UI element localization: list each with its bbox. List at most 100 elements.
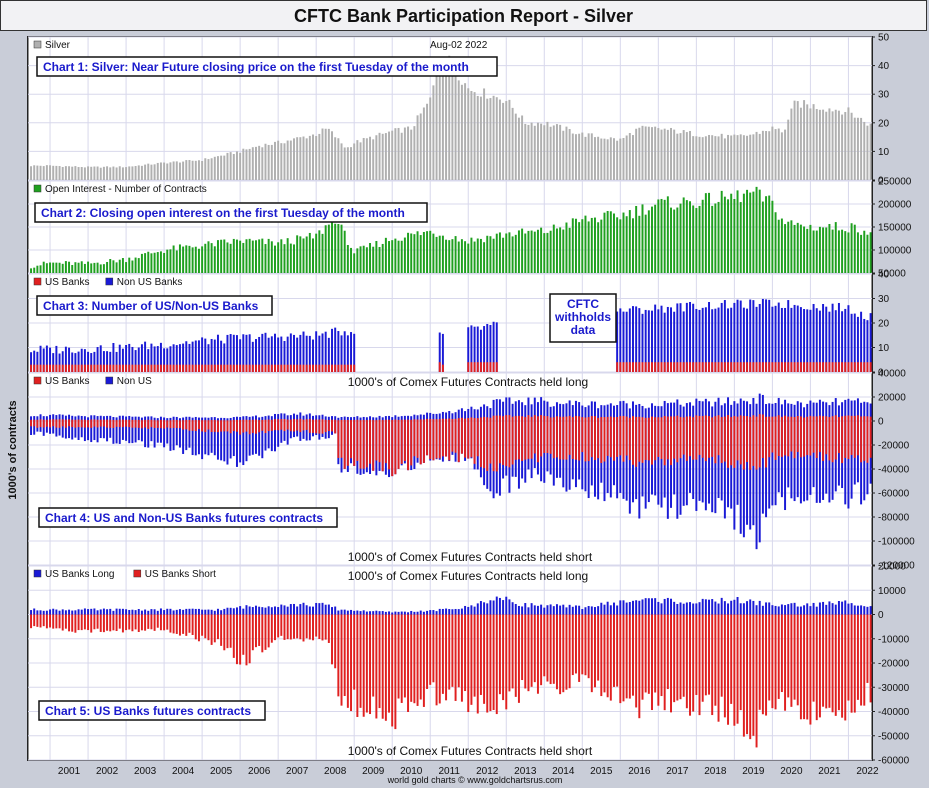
nonus-banks-bar (235, 335, 238, 372)
y-tick-label: -60000 (878, 756, 910, 767)
us-short-bar (574, 421, 577, 460)
us-long-bar (733, 416, 736, 421)
oi-bar (796, 222, 799, 273)
us-short-bar (521, 614, 524, 681)
us-long-bar (318, 419, 321, 421)
oi-bar (597, 222, 600, 273)
oi-bar (841, 229, 844, 273)
us-short-bar (479, 421, 482, 468)
oi-bar (334, 223, 337, 273)
nonus-long-bar (730, 404, 733, 421)
us-long-bar (201, 609, 204, 615)
us-long-bar (682, 603, 685, 615)
price-bar (711, 135, 714, 180)
price-bar (742, 135, 745, 180)
us-long-bar (685, 602, 688, 615)
us-long-bar (441, 418, 444, 421)
nonus-short-bar (64, 421, 67, 439)
us-long-bar (568, 604, 571, 615)
us-long-bar (701, 416, 704, 421)
us-long-bar (55, 609, 58, 615)
us-long-bar (226, 607, 229, 615)
us-long-bar (125, 419, 128, 421)
us-long-bar (419, 419, 422, 421)
nonus-long-bar (245, 416, 248, 421)
us-long-bar (337, 420, 340, 421)
us-long-bar (774, 416, 777, 421)
us-banks-bar (676, 362, 679, 372)
us-long-bar (264, 607, 267, 615)
us-short-bar (197, 421, 200, 430)
oi-bar (502, 237, 505, 273)
us-banks-bar (121, 364, 124, 372)
oi-bar (254, 240, 257, 273)
us-long-bar (508, 415, 511, 421)
annotation-box (549, 293, 617, 343)
nonus-banks-bar (727, 308, 730, 372)
nonus-banks-bar (147, 349, 150, 372)
us-short-bar (587, 614, 590, 679)
us-long-bar (777, 606, 780, 615)
oi-bar (305, 236, 308, 273)
nonus-banks-bar (77, 351, 80, 372)
oi-bar (429, 230, 432, 273)
us-banks-bar (793, 362, 796, 372)
us-short-bar (628, 421, 631, 461)
us-short-bar (90, 421, 93, 428)
us-banks-bar (327, 364, 330, 372)
us-long-bar (562, 416, 565, 421)
nonus-banks-bar (245, 334, 248, 372)
price-bar (853, 117, 856, 180)
nonus-long-bar (45, 416, 48, 421)
us-long-bar (533, 605, 536, 615)
nonus-long-bar (438, 413, 441, 421)
nonus-short-bar (777, 421, 780, 493)
us-long-bar (346, 419, 349, 421)
nonus-long-bar (758, 393, 761, 421)
us-short-bar (590, 421, 593, 458)
nonus-short-bar (251, 421, 254, 455)
us-short-bar (647, 614, 650, 694)
us-short-bar (369, 421, 372, 464)
us-long-bar (64, 419, 67, 421)
us-long-bar (45, 419, 48, 421)
price-bar (818, 109, 821, 180)
us-long-bar (825, 604, 828, 615)
us-long-bar (571, 606, 574, 615)
us-short-bar (52, 421, 55, 427)
oi-bar (552, 224, 555, 273)
us-short-bar (388, 614, 391, 713)
us-short-bar (768, 614, 771, 701)
us-long-bar (736, 596, 739, 615)
us-long-bar (578, 605, 581, 615)
us-short-bar (742, 614, 745, 737)
price-bar (600, 138, 603, 180)
us-banks-bar (226, 364, 229, 372)
us-short-bar (761, 421, 764, 459)
price-bar (486, 98, 489, 180)
us-short-bar (796, 421, 799, 452)
nonus-long-bar (384, 416, 387, 421)
us-long-bar (784, 605, 787, 615)
nonus-banks-bar (87, 351, 90, 372)
us-short-bar (657, 421, 660, 457)
nonus-long-bar (413, 414, 416, 421)
us-banks-bar (299, 364, 302, 372)
nonus-banks-bar (818, 310, 821, 372)
us-banks-bar (96, 364, 99, 372)
us-short-bar (521, 421, 524, 462)
us-long-bar (125, 609, 128, 615)
us-long-bar (232, 420, 235, 421)
us-short-bar (93, 421, 96, 427)
us-banks-bar (708, 362, 711, 372)
nonus-long-bar (235, 416, 238, 421)
us-long-bar (641, 417, 644, 421)
us-short-bar (730, 614, 733, 704)
price-bar (90, 166, 93, 180)
us-banks-bar (685, 362, 688, 372)
us-long-bar (296, 419, 299, 421)
us-long-bar (489, 417, 492, 421)
nonus-long-bar (274, 413, 276, 421)
us-long-bar (467, 606, 470, 615)
us-long-bar (483, 602, 486, 615)
